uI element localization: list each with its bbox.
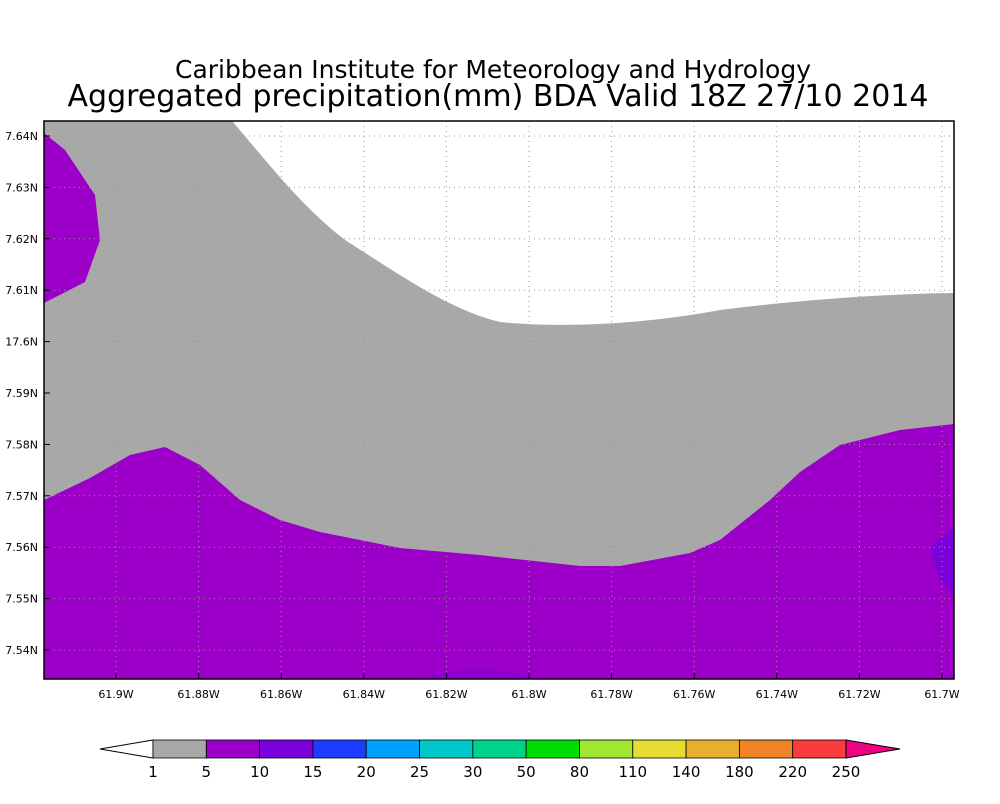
colorbar-swatch [792,739,847,759]
x-tick-label: 61.82W [425,688,467,701]
x-tick-label: 61.84W [343,688,385,701]
precip-5-10 [44,424,954,679]
y-tick-label: 7.64N [5,130,38,143]
colorbar-label: 110 [618,763,647,781]
colorbar-label: 220 [778,763,807,781]
colorbar-under [99,739,154,759]
x-tick-label: 61.72W [838,688,880,701]
colorbar-swatch [738,739,794,759]
colorbar-label: 1 [148,763,158,781]
y-tick-label: 7.59N [5,387,38,400]
colorbar-swatch [472,739,527,759]
map-title: Caribbean Institute for Meteorology and … [175,55,811,84]
x-tick-label: 61.86W [260,688,302,701]
colorbar-swatch [525,739,580,759]
y-tick-label: 7.62N [5,233,38,246]
colorbar-over [845,739,901,759]
precip-5-10 [44,133,100,303]
colorbar-label: 5 [202,763,212,781]
x-tick-label: 61.7W [924,688,959,701]
y-tick-label: 7.58N [5,438,38,451]
colorbar-label: 140 [672,763,701,781]
colorbar-label: 25 [410,763,429,781]
x-tick-label: 61.8W [511,688,546,701]
x-tick-label: 61.88W [177,688,219,701]
x-tick-label: 61.9W [98,688,133,701]
y-tick-label: 17.6N [5,336,38,349]
colorbar-swatch [205,739,261,759]
x-tick-label: 61.74W [756,688,798,701]
plot-frame [43,120,955,680]
colorbar-label: 10 [250,763,269,781]
grid [44,121,954,679]
colorbar-swatch [365,739,420,759]
colorbar-swatch [259,739,314,759]
x-tick-label: 61.76W [673,688,715,701]
colorbar-label: 15 [303,763,322,781]
y-tick-label: 7.57N [5,490,38,503]
colorbar-label: 180 [725,763,754,781]
map-subtitle: Aggregated precipitation(mm) BDA Valid 1… [68,79,929,114]
colorbar-swatch [685,739,740,759]
colorbar-swatch [152,739,207,759]
y-tick-label: 7.56N [5,541,38,554]
colorbar-swatch [579,739,634,759]
colorbar-swatch [312,739,367,759]
precip-10-15 [420,669,540,679]
colorbar-label: 50 [517,763,536,781]
colorbar-label: 250 [832,763,861,781]
colorbar-label: 80 [570,763,589,781]
y-tick-label: 7.63N [5,181,38,194]
x-tick-label: 61.78W [590,688,632,701]
axis-ticks: 61.9W 61.88W 61.86W 61.84W 61.82W 61.8W 61.78W… [5,130,960,701]
colorbar-swatch [632,739,687,759]
y-tick-label: 7.55N [5,593,38,606]
colorbar-label: 30 [463,763,482,781]
precip-10-15 [930,527,954,598]
colorbar-swatch [419,739,474,759]
colorbar: 1 5 10 15 20 25 30 50 80 110 140 180 220 250 [99,739,901,781]
y-tick-label: 7.54N [5,644,38,657]
y-tick-label: 7.61N [5,284,38,297]
colorbar-label: 20 [357,763,376,781]
field [44,121,954,679]
